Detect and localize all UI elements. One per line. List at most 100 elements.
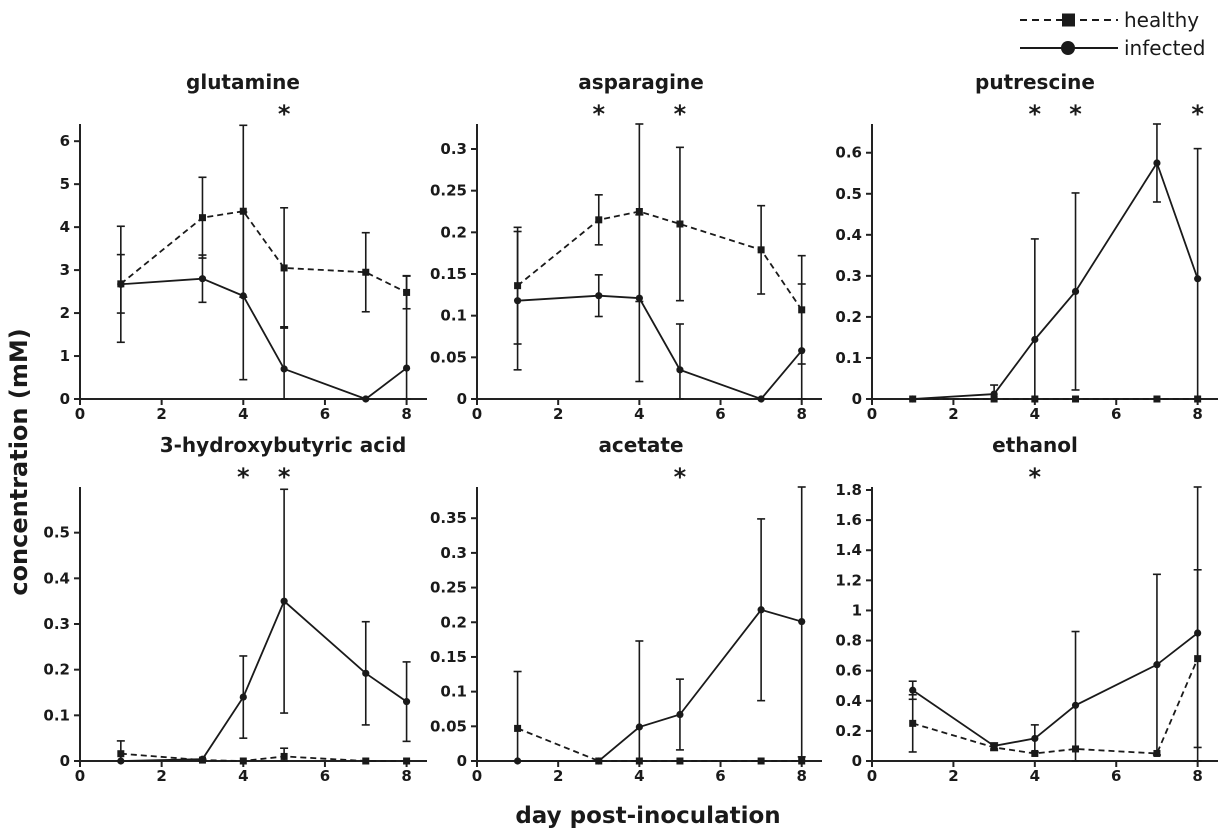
x-tick-label: 4 (1030, 767, 1040, 785)
y-tick-label: 0.4 (43, 569, 70, 587)
point-healthy (798, 757, 806, 765)
y-tick-label: 2 (60, 304, 70, 322)
panel-title: asparagine (578, 70, 704, 94)
x-tick-label: 0 (867, 767, 877, 785)
series-infected (909, 123, 1202, 403)
point-infected (117, 280, 125, 288)
point-infected (1071, 701, 1080, 709)
y-tick-label: 0.3 (440, 544, 467, 562)
y-tick-label: 0.1 (440, 307, 467, 325)
series-infected (116, 211, 411, 403)
point-healthy (757, 757, 765, 765)
point-infected (362, 395, 370, 403)
y-tick-label: 0.1 (43, 706, 70, 724)
y-tick-label: 0.2 (835, 308, 862, 326)
point-infected (239, 693, 247, 701)
y-tick-label: 0 (457, 390, 467, 408)
point-healthy (595, 216, 603, 224)
x-tick-label: 4 (238, 767, 248, 785)
point-healthy (280, 264, 288, 272)
point-infected (402, 698, 411, 706)
series-healthy (116, 124, 411, 329)
y-tick-label: 0 (457, 752, 467, 770)
x-tick-label: 2 (553, 405, 563, 423)
y-tick-label: 0.2 (440, 223, 467, 241)
series-line-healthy (120, 752, 407, 762)
y-tick-label: 1.8 (835, 481, 862, 499)
x-tick-label: 8 (796, 767, 806, 785)
point-infected (1031, 335, 1039, 344)
y-tick-label: 3 (60, 261, 70, 279)
x-tick-label: 6 (1111, 405, 1121, 423)
y-tick-label: 0.5 (43, 524, 70, 542)
y-tick-label: 1.6 (835, 511, 862, 529)
point-infected (909, 395, 917, 403)
series-infected (117, 488, 411, 765)
series-line-infected (912, 160, 1199, 400)
point-infected (1153, 661, 1161, 669)
x-tick-label: 0 (472, 767, 482, 785)
series-infected (908, 486, 1202, 762)
panels: glutamine 0 1 2 3 4 5 6 0 2 4 6 8 * asparagine 0 0.05 0.1… (43, 70, 1218, 785)
point-infected (909, 686, 917, 694)
series-line-infected (120, 599, 408, 762)
point-healthy (239, 757, 247, 765)
x-tick-label: 6 (715, 767, 725, 785)
point-healthy (362, 268, 370, 276)
chart-panel: asparagine 0 0.05 0.1 0.15 0.2 0.25 0.3 0 2 4 6 8 * * (430, 70, 822, 423)
y-tick-label: 0 (60, 390, 70, 408)
point-infected (757, 395, 765, 403)
point-infected (798, 347, 806, 355)
point-healthy (676, 220, 684, 228)
point-infected (757, 606, 765, 614)
chart-panel: 3-hydroxybutyric acid 0 0.1 0.2 0.3 0.4 0.5 0 2 4… (43, 433, 427, 785)
x-tick-label: 8 (796, 405, 806, 423)
x-tick-label: 6 (320, 767, 330, 785)
series-line-infected (517, 608, 802, 762)
x-tick-label: 4 (1030, 405, 1040, 423)
significance-star: * (278, 463, 291, 491)
y-tick-label: 0.3 (43, 615, 70, 633)
point-healthy (909, 719, 917, 727)
y-tick-label: 0.6 (835, 144, 862, 162)
x-tick-label: 0 (472, 405, 482, 423)
series-line-healthy (912, 658, 1199, 755)
point-infected (513, 757, 522, 765)
point-infected (362, 669, 370, 677)
x-tick-label: 8 (1192, 767, 1202, 785)
point-infected (1153, 159, 1161, 167)
significance-star: * (674, 100, 687, 128)
x-tick-label: 2 (948, 767, 958, 785)
point-healthy (1153, 395, 1161, 403)
significance-star: * (1029, 100, 1042, 128)
y-tick-label: 0.25 (430, 579, 467, 597)
panel-title: putrescine (975, 70, 1095, 94)
x-tick-label: 6 (320, 405, 330, 423)
significance-star: * (1029, 463, 1042, 491)
y-tick-label: 0.8 (835, 632, 862, 650)
point-healthy (514, 724, 522, 732)
chart-panel: ethanol 0 0.2 0.4 0.6 0.8 1 1.2 1.4 1.6 1.8 0 2 4 6 8 * (835, 433, 1218, 785)
point-infected (676, 366, 684, 374)
significance-star: * (1069, 100, 1082, 128)
series-healthy (513, 123, 806, 365)
point-infected (990, 742, 998, 750)
point-infected (198, 275, 207, 283)
y-tick-label: 6 (60, 132, 70, 150)
y-tick-label: 0.2 (440, 613, 467, 631)
y-tick-label: 0.1 (440, 683, 467, 701)
series-line-healthy (517, 727, 802, 762)
significance-star: * (237, 463, 250, 491)
panel-title: ethanol (992, 433, 1078, 457)
point-infected (117, 757, 125, 765)
series-infected (513, 214, 806, 403)
legend-healthy-marker (1062, 13, 1075, 27)
x-tick-label: 2 (156, 405, 166, 423)
x-tick-label: 8 (401, 405, 411, 423)
x-tick-label: 8 (1192, 405, 1202, 423)
point-infected (1194, 275, 1202, 283)
series-infected (513, 486, 806, 765)
y-tick-label: 0.5 (835, 185, 862, 203)
significance-star: * (278, 100, 291, 128)
chart-panel: acetate 0 0.05 0.1 0.15 0.2 0.25 0.3 0.35 0 2 4 6 8 * (430, 433, 822, 785)
